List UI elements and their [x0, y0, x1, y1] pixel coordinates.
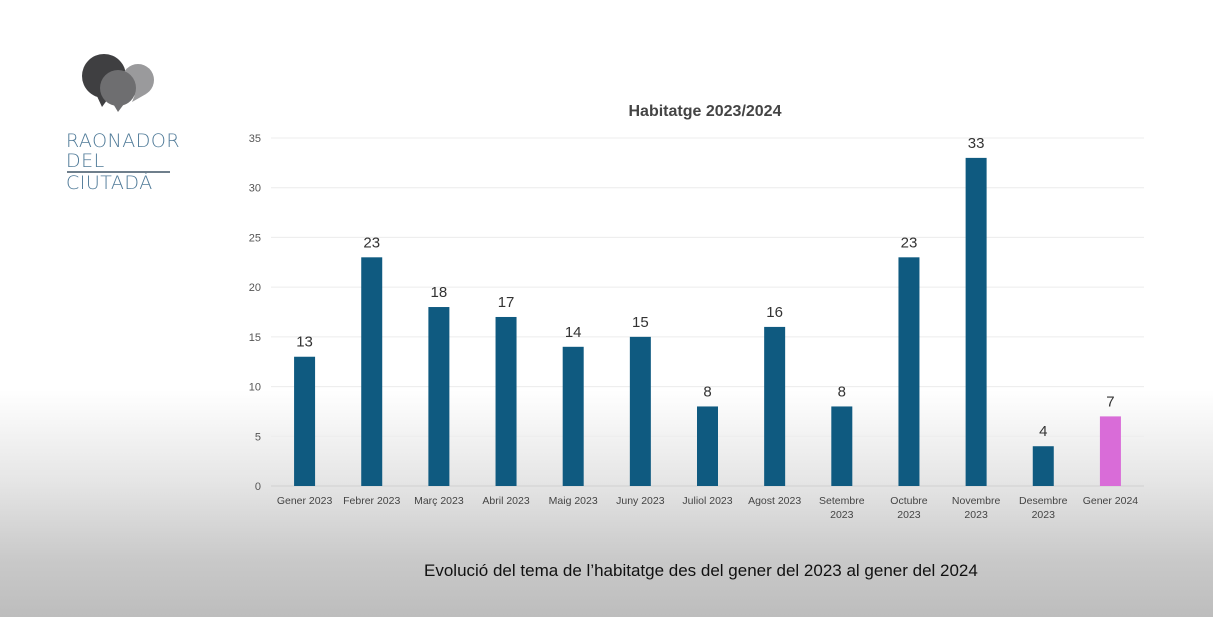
bar — [562, 346, 584, 486]
logo-text-line1: RAONADOR — [66, 130, 181, 152]
speech-bubbles-icon — [82, 54, 154, 112]
data-label: 17 — [498, 294, 515, 311]
caption: Evolució del tema de l’habitatge des del… — [424, 561, 978, 580]
y-tick-label: 0 — [255, 481, 261, 493]
bar — [764, 326, 786, 486]
bar — [1032, 446, 1054, 486]
x-tick-label: Setembre 2023 — [819, 495, 865, 521]
x-tick-label: Maig 2023 — [549, 495, 598, 507]
x-tick-label: Març 2023 — [414, 495, 464, 507]
logo-underline — [67, 171, 170, 173]
y-tick-label: 10 — [249, 382, 261, 394]
bar — [898, 257, 920, 486]
x-tick-label: Juny 2023 — [616, 495, 665, 507]
bar — [294, 356, 316, 486]
x-tick-label: Agost 2023 — [748, 495, 801, 507]
y-tick-label: 30 — [249, 183, 261, 195]
y-tick-label: 15 — [249, 332, 261, 344]
x-tick-label: Abril 2023 — [482, 495, 529, 507]
data-label: 8 — [703, 383, 711, 400]
bar — [697, 406, 718, 486]
bar — [495, 316, 517, 486]
logo-text-line2: DEL CIUTADÀ — [66, 150, 153, 194]
data-label: 15 — [632, 314, 649, 331]
x-tick-label: Gener 2023 — [277, 495, 333, 507]
y-tick-label: 5 — [255, 431, 261, 443]
chart-title: Habitatge 2023/2024 — [629, 103, 782, 120]
data-label: 7 — [1106, 393, 1114, 410]
x-tick-label: Octubre 2023 — [890, 495, 928, 521]
bar — [361, 257, 383, 486]
logo: RAONADOR DEL CIUTADÀ — [66, 52, 180, 194]
x-tick-label: Gener 2024 — [1083, 495, 1139, 507]
data-label: 23 — [363, 234, 380, 251]
x-tick-label: Desembre 2023 — [1019, 495, 1068, 521]
y-tick-label: 20 — [249, 282, 261, 294]
bar — [629, 336, 651, 486]
bar — [1099, 416, 1121, 486]
data-label: 18 — [431, 284, 448, 301]
x-tick-label: Febrer 2023 — [343, 495, 400, 507]
data-label: 23 — [901, 234, 918, 251]
y-tick-label: 25 — [249, 232, 261, 244]
x-tick-label: Juliol 2023 — [682, 495, 732, 507]
x-tick-label: Novembre 2023 — [952, 495, 1001, 521]
data-label: 8 — [838, 383, 846, 400]
data-label: 13 — [296, 334, 313, 351]
bar — [831, 406, 853, 486]
bar — [965, 157, 987, 486]
data-label: 4 — [1039, 423, 1047, 440]
data-label: 16 — [766, 304, 783, 321]
bar — [428, 307, 450, 486]
y-tick-label: 35 — [249, 133, 261, 145]
data-label: 14 — [565, 324, 582, 341]
data-label: 33 — [968, 135, 985, 152]
